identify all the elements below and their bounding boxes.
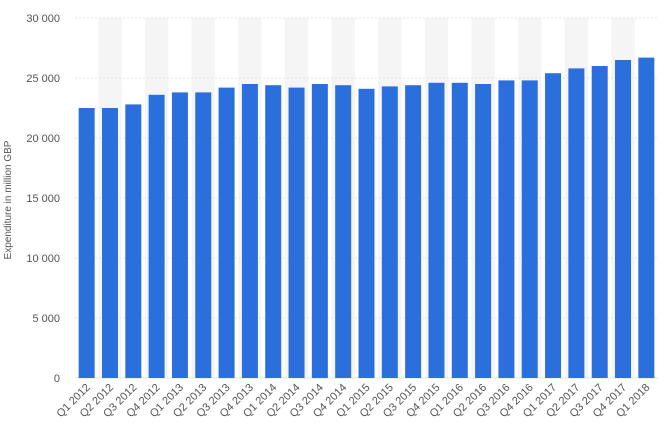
bar[interactable]: [615, 60, 632, 378]
y-tick-label: 20 000: [26, 133, 60, 145]
bar[interactable]: [218, 87, 235, 378]
y-tick-label: 15 000: [26, 193, 60, 205]
bar[interactable]: [591, 66, 608, 378]
bar[interactable]: [498, 80, 515, 379]
y-axis-title: Expenditure in million GBP: [3, 140, 14, 259]
bar[interactable]: [335, 85, 352, 378]
bar[interactable]: [78, 108, 95, 378]
y-axis-ticks: 0 5 000 10 000 15 000 20 000 25 000 30 000: [26, 13, 60, 385]
bar[interactable]: [451, 82, 468, 379]
bar[interactable]: [171, 92, 188, 379]
y-tick-label: 5 000: [32, 313, 60, 325]
bar[interactable]: [638, 57, 655, 378]
y-tick-label: 10 000: [26, 253, 60, 265]
bar[interactable]: [311, 84, 328, 378]
bar[interactable]: [545, 73, 562, 378]
bar[interactable]: [241, 84, 258, 378]
bar[interactable]: [101, 108, 118, 378]
y-tick-label: 0: [54, 373, 60, 385]
y-tick-label: 25 000: [26, 73, 60, 85]
bar[interactable]: [125, 104, 142, 379]
y-tick-label: 30 000: [26, 13, 60, 25]
bar[interactable]: [358, 88, 375, 379]
bar[interactable]: [148, 94, 165, 379]
bar[interactable]: [405, 85, 422, 378]
bar[interactable]: [521, 80, 538, 379]
bar[interactable]: [381, 86, 398, 379]
bars: [78, 57, 655, 379]
bar[interactable]: [265, 85, 282, 378]
bar[interactable]: [475, 84, 492, 378]
bar[interactable]: [568, 68, 585, 379]
bar[interactable]: [288, 87, 305, 378]
bar[interactable]: [428, 82, 445, 379]
bar[interactable]: [195, 92, 212, 379]
